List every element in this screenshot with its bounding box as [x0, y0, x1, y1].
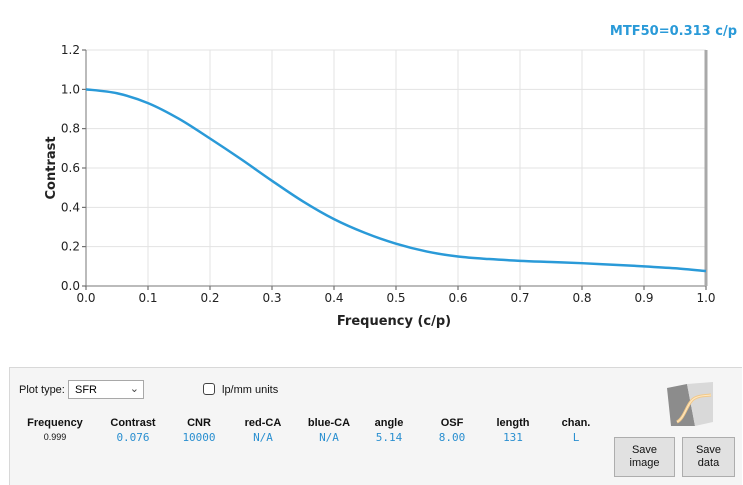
readout-frequency-header: Frequency: [27, 417, 83, 429]
readout-cnr-value: 10000: [182, 431, 216, 444]
mtf-series-line: [85, 88, 707, 273]
x-tick-label: 0.8: [572, 291, 591, 305]
readout-osf-header: OSF: [440, 417, 464, 429]
readout-blue-ca-value: N/A: [319, 431, 339, 444]
save-data-label: Save data: [695, 444, 722, 469]
x-tick-label: 0.0: [76, 291, 95, 305]
readout-contrast-value: 0.076: [116, 431, 150, 444]
x-tick-label: 1.0: [696, 291, 715, 305]
readout-angle: angle 5.14: [354, 417, 424, 444]
edge-image-icon: [665, 382, 715, 428]
x-tick-label: 0.9: [634, 291, 653, 305]
readout-blue-ca: blue-CA N/A: [294, 417, 364, 444]
readout-contrast-header: Contrast: [110, 417, 156, 429]
x-axis-title: Frequency (c/p): [337, 314, 451, 329]
readout-chan-header: chan.: [561, 417, 591, 429]
plot-type-value: SFR: [75, 384, 97, 396]
readout-red-ca-value: N/A: [253, 431, 273, 444]
x-tick-label: 0.5: [386, 291, 405, 305]
readout-length-value: 131: [503, 431, 523, 444]
readout-chan: chan. L: [541, 417, 611, 444]
y-tick-label: 1.0: [61, 82, 80, 96]
plot-type-label: Plot type:: [19, 384, 65, 396]
readout-cnr-header: CNR: [187, 417, 211, 429]
readout-osf-value: 8.00: [438, 431, 466, 444]
x-tick-label: 0.7: [510, 291, 529, 305]
readout-angle-value: 5.14: [375, 431, 403, 444]
readout-angle-header: angle: [374, 417, 404, 429]
y-axis-title: Contrast: [44, 136, 59, 199]
readout-contrast: Contrast 0.076: [98, 417, 168, 444]
readout-chan-value: L: [572, 431, 580, 444]
y-tick-label: 1.2: [61, 43, 80, 57]
readout-length: length 131: [478, 417, 548, 444]
readout-cnr: CNR 10000: [164, 417, 234, 444]
readout-red-ca: red-CA N/A: [228, 417, 298, 444]
readout-red-ca-header: red-CA: [244, 417, 282, 429]
lpmm-checkbox[interactable]: [203, 383, 215, 395]
mtf-chart: 0.0 0.1 0.2 0.3 0.4 0.5 0.6 0.7 0.8 0.9 1.0 0.0 0.2 0…: [44, 24, 737, 329]
lpmm-label: lp/mm units: [222, 384, 279, 396]
readout-length-header: length: [496, 417, 530, 429]
y-tick-label: 0.6: [61, 161, 80, 175]
mtf-plot: 0.0 0.1 0.2 0.3 0.4 0.5 0.6 0.7 0.8 0.9 1.0 0.0 0.2 0…: [44, 24, 737, 329]
readout-frequency-value: 0.999: [43, 432, 67, 442]
control-panel: Plot type: SFR ⌄ lp/mm units Frequency 0.…: [9, 367, 742, 485]
chevron-down-icon: ⌄: [129, 383, 139, 395]
x-tick-label: 0.4: [324, 291, 343, 305]
save-image-label: Save image: [629, 444, 660, 469]
readout-blue-ca-header: blue-CA: [307, 417, 351, 429]
x-tick-label: 0.2: [200, 291, 219, 305]
x-tick-label: 0.6: [448, 291, 467, 305]
save-image-button[interactable]: Save image: [614, 437, 675, 477]
y-tick-label: 0.2: [61, 240, 80, 254]
y-tick-label: 0.8: [61, 122, 80, 136]
readout-osf: OSF 8.00: [417, 417, 487, 444]
readout-frequency: Frequency 0.999: [20, 417, 90, 442]
y-tick-label: 0.4: [61, 200, 80, 214]
mtf50-readout: MTF50=0.313 c/p: [610, 24, 737, 39]
x-tick-label: 0.3: [262, 291, 281, 305]
save-data-button[interactable]: Save data: [682, 437, 735, 477]
x-tick-label: 0.1: [138, 291, 157, 305]
y-tick-label: 0.0: [61, 279, 80, 293]
plot-type-select[interactable]: SFR ⌄: [68, 380, 144, 399]
